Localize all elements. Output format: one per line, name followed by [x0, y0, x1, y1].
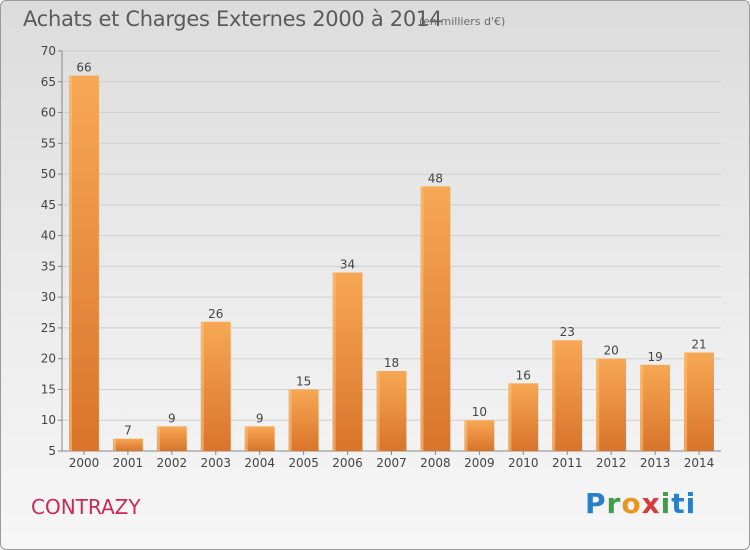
x-tick-label: 2009: [464, 456, 495, 470]
y-tick-label: 25: [41, 321, 56, 335]
data-label: 16: [516, 368, 531, 382]
data-label: 9: [256, 411, 264, 425]
data-label: 20: [604, 344, 619, 358]
bar: [156, 426, 187, 451]
logo-letter: r: [606, 487, 622, 520]
x-tick-label: 2006: [332, 456, 363, 470]
chart-title: Achats et Charges Externes 2000 à 2014: [23, 7, 443, 31]
y-tick-label: 10: [41, 413, 56, 427]
bars: [69, 75, 714, 451]
bar-highlight: [684, 352, 688, 451]
logo-letter: t: [671, 487, 686, 520]
data-label: 18: [384, 356, 399, 370]
y-tick-label: 15: [41, 382, 56, 396]
x-tick-label: 2001: [113, 456, 144, 470]
data-label: 9: [168, 411, 176, 425]
bar-highlight: [69, 75, 73, 451]
data-label: 19: [647, 350, 662, 364]
bar-highlight: [112, 438, 116, 451]
bar: [376, 371, 407, 451]
x-tick-label: 2014: [684, 456, 715, 470]
y-tick-label: 20: [41, 352, 56, 366]
x-tick-label: 2004: [244, 456, 275, 470]
bar-highlight: [596, 358, 600, 451]
x-tick-label: 2011: [552, 456, 583, 470]
data-label: 66: [76, 61, 91, 75]
bar-highlight: [420, 186, 424, 451]
logo-letter: P: [585, 487, 607, 520]
x-tick-label: 2008: [420, 456, 451, 470]
bar: [552, 340, 583, 451]
bar: [112, 438, 143, 451]
data-labels: 66 7 9 26 9 15 34 18 48 10 16 23 20 19 21: [76, 61, 706, 438]
logo-letter: x: [641, 487, 661, 520]
bar: [508, 383, 539, 451]
data-label: 26: [208, 307, 223, 321]
bar: [640, 364, 671, 451]
bar-highlight: [332, 272, 336, 451]
data-label: 15: [296, 374, 311, 388]
x-tick-label: 2013: [640, 456, 671, 470]
y-tick-label: 30: [41, 290, 56, 304]
data-label: 21: [691, 338, 706, 352]
bar-highlight: [244, 426, 248, 451]
bar-highlight: [288, 389, 292, 451]
y-tick-label: 60: [41, 106, 56, 120]
bar: [200, 321, 231, 451]
y-tick-label: 50: [41, 167, 56, 181]
bar-highlight: [508, 383, 512, 451]
bar-highlight: [464, 420, 468, 451]
y-tick-label: 55: [41, 136, 56, 150]
y-tick-label: 5: [48, 444, 56, 458]
y-tick-label: 45: [41, 198, 56, 212]
logo-letter: o: [621, 487, 642, 520]
data-label: 10: [472, 405, 487, 419]
y-tick-label: 70: [41, 44, 56, 58]
x-tick-label: 2010: [508, 456, 539, 470]
y-tick-label: 40: [41, 229, 56, 243]
proxiti-logo[interactable]: Proxiti: [585, 487, 696, 520]
x-tick-label: 2012: [596, 456, 627, 470]
bar: [332, 272, 363, 451]
data-label: 7: [124, 424, 132, 438]
bar-highlight: [376, 371, 380, 451]
bar-highlight: [640, 364, 644, 451]
logo-letter: i: [685, 487, 697, 520]
y-tick-label: 65: [41, 75, 56, 89]
bar-highlight: [156, 426, 160, 451]
bar: [244, 426, 275, 451]
bar: [464, 420, 495, 451]
data-label: 23: [560, 325, 575, 339]
x-tick-label: 2005: [288, 456, 319, 470]
location-name: CONTRAZY: [31, 495, 141, 519]
x-tick-label: 2007: [376, 456, 407, 470]
y-tick-label: 35: [41, 259, 56, 273]
data-label: 34: [340, 258, 355, 272]
bar-highlight: [552, 340, 556, 451]
bar: [596, 358, 627, 451]
logo-letter: i: [660, 487, 672, 520]
bar: [69, 75, 99, 451]
data-label: 48: [428, 171, 443, 185]
x-tick-label: 2003: [200, 456, 231, 470]
x-tick-label: 2000: [69, 456, 100, 470]
bar: [420, 186, 451, 451]
bar: [288, 389, 319, 451]
x-tick-label: 2002: [157, 456, 188, 470]
chart-subtitle: (en milliers d'€): [419, 15, 506, 28]
bar-highlight: [200, 321, 204, 451]
bar: [684, 352, 714, 451]
